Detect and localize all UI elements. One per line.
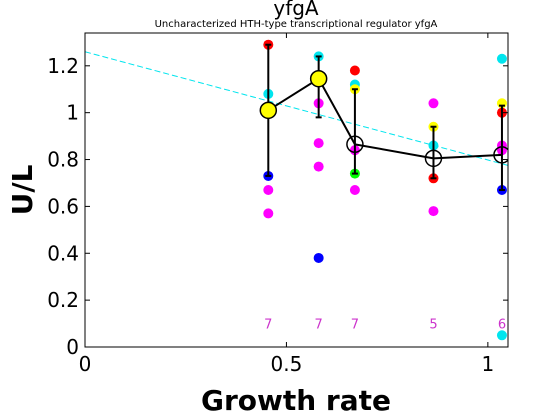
data-point [313,161,324,172]
data-point [428,206,439,217]
trend-line [85,51,508,166]
plot-area: 7 7 7 5 6 [85,39,508,341]
chart-title: yfgA [273,0,319,20]
y-axis-label: U/L [6,164,39,215]
data-point [496,53,507,64]
data-point [263,208,274,219]
y-tick-label: 0.6 [47,194,79,218]
y-tick-label: 1.2 [47,54,79,78]
count-label: 5 [429,318,437,333]
x-tick-label: 0 [79,352,92,376]
data-point [349,185,360,195]
count-label: 6 [498,318,506,333]
x-axis-label: Growth rate [201,384,391,417]
mean-marker [309,69,328,88]
x-tick-label: 1 [481,352,494,376]
count-label: 7 [315,318,323,333]
plot-frame [84,32,509,348]
y-tick-label: 1 [66,101,79,125]
data-point [313,138,324,149]
y-tick-label: 0.2 [47,288,79,312]
data-point [349,65,360,76]
data-point [428,98,439,109]
mean-marker [346,135,364,154]
count-label: 7 [351,318,359,333]
mean-marker [424,149,443,168]
mean-line [267,77,503,160]
axis-ticks: 0 0.5 1 0 0.2 0.4 0.6 0.8 1 1.2 [47,33,508,376]
data-point [313,252,324,263]
mean-marker [493,146,508,164]
data-point [496,330,507,341]
y-tick-label: 0 [66,335,79,359]
chart-subtitle: Uncharacterized HTH-type transcriptional… [155,19,438,30]
mean-marker [259,101,278,120]
x-tick-label: 0.5 [271,352,303,376]
data-point [263,185,274,195]
y-tick-label: 0.4 [47,241,79,265]
count-label: 7 [264,318,272,333]
y-tick-label: 0.8 [47,148,79,172]
